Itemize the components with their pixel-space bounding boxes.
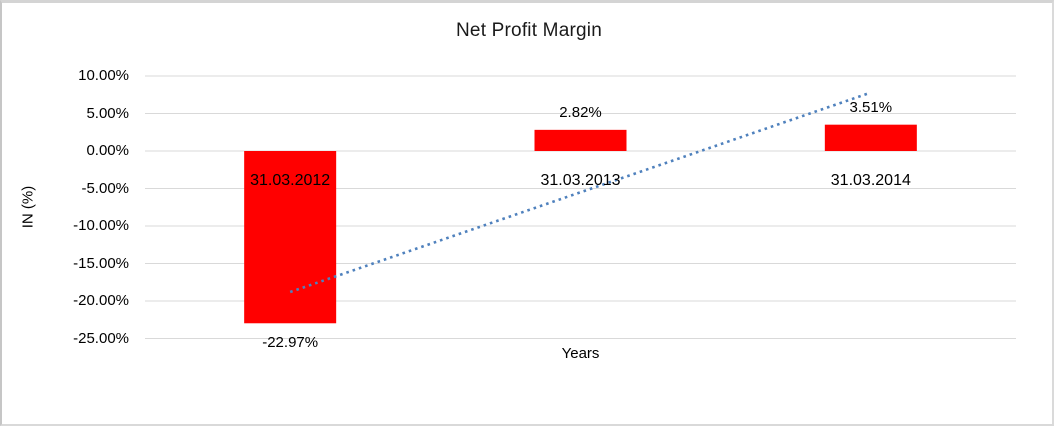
bar-value-label: 3.51% xyxy=(849,98,893,116)
bar-value-label: -22.97% xyxy=(262,334,319,352)
x-axis-title: Years xyxy=(561,345,600,362)
y-tick-label: -20.00% xyxy=(73,292,129,309)
y-tick-label: -25.00% xyxy=(73,329,129,347)
y-tick-label: -10.00% xyxy=(73,217,129,234)
bar-value-label: 2.82% xyxy=(559,103,602,121)
y-tick-label: 0.00% xyxy=(86,142,129,159)
linear-trendline[interactable] xyxy=(289,92,870,294)
chart-title: Net Profit Margin xyxy=(456,20,602,41)
category-label: 31.03.2014 xyxy=(830,172,911,189)
category-label: 31.03.2013 xyxy=(540,172,621,189)
bar-31.03.2013[interactable] xyxy=(534,129,627,151)
bar-31.03.2014[interactable] xyxy=(824,124,917,151)
y-tick-label: 5.00% xyxy=(86,104,129,122)
bar-31.03.2012[interactable] xyxy=(244,151,337,324)
plot-area xyxy=(145,75,1016,339)
y-tick-label: 10.00% xyxy=(78,67,129,84)
category-label: 31.03.2012 xyxy=(250,172,331,189)
y-tick-label: -5.00% xyxy=(81,179,129,197)
y-tick-label: -15.00% xyxy=(73,254,129,272)
